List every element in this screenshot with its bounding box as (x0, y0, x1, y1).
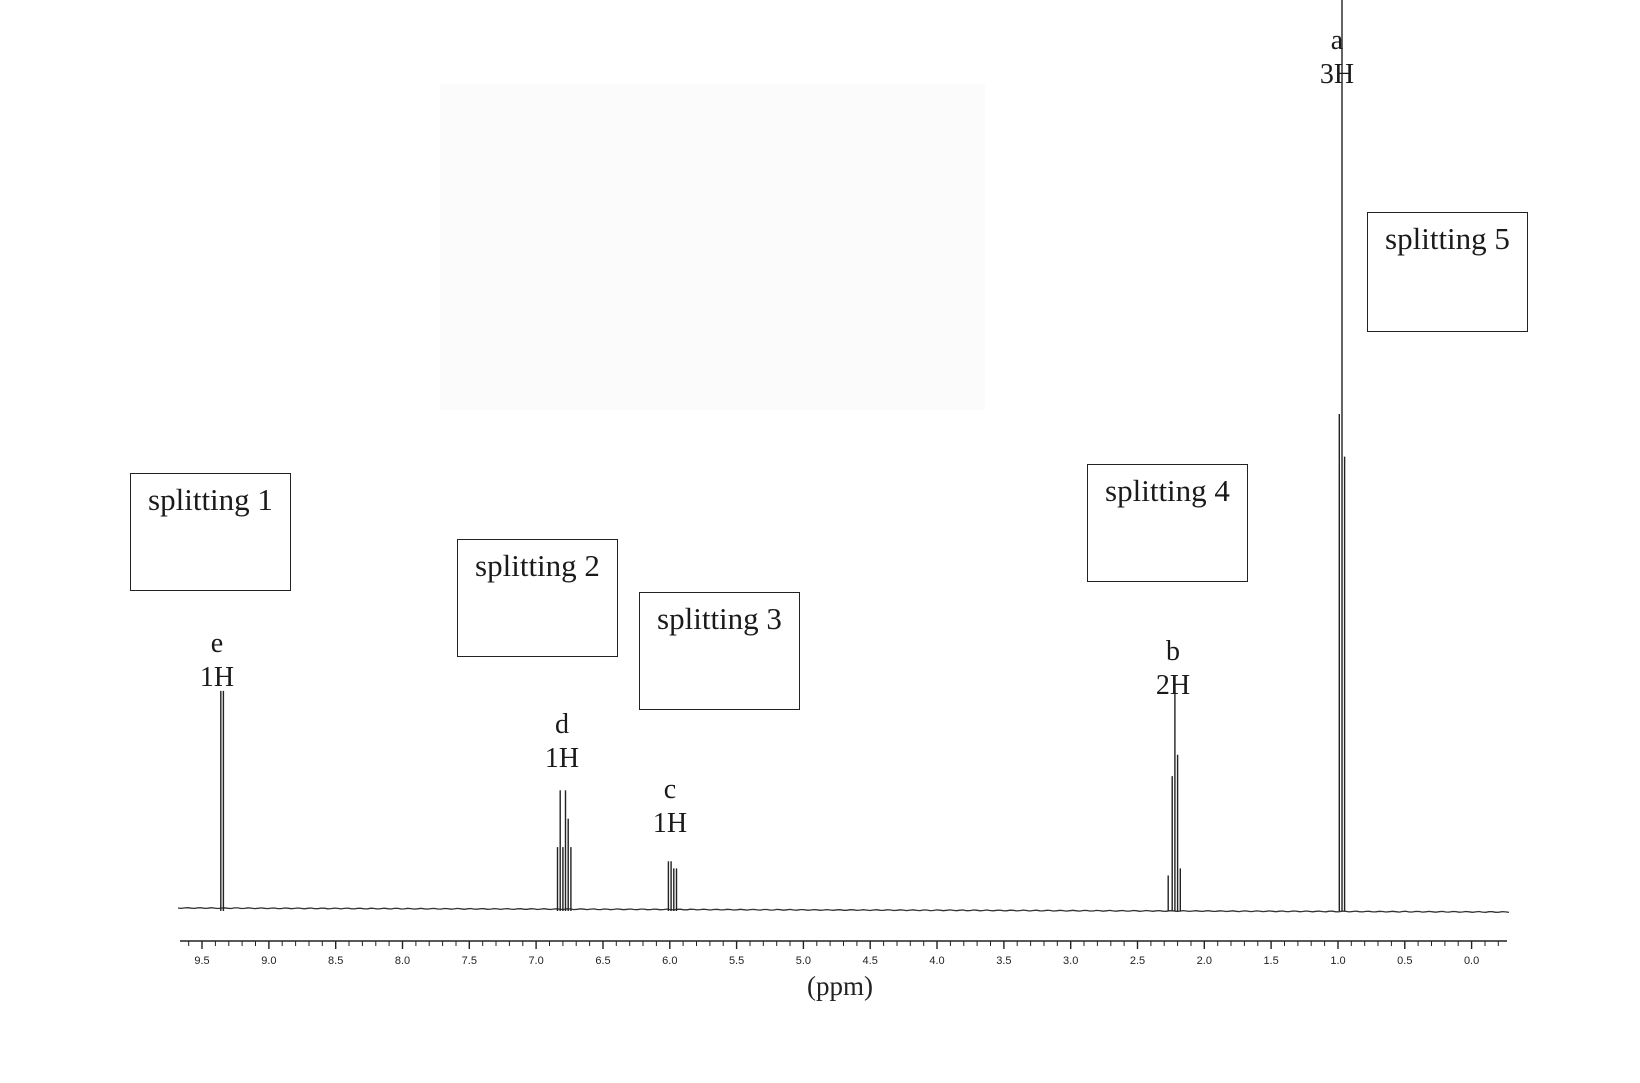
x-axis-title: (ppm) (807, 971, 873, 1001)
splitting-box-4-label: splitting 4 (1105, 473, 1230, 508)
tick-label: 4.5 (863, 955, 878, 967)
tick-label: 8.0 (395, 955, 410, 967)
splitting-box-2[interactable]: splitting 2 (457, 539, 618, 657)
tick-label: 1.0 (1330, 955, 1345, 967)
tick-label: 0.5 (1397, 955, 1412, 967)
tick-label: 2.0 (1197, 955, 1212, 967)
peak-integration-d: 1H (544, 743, 580, 774)
spectrum-baseline (177, 907, 1510, 914)
splitting-box-1-label: splitting 1 (148, 482, 273, 517)
tick-label: 5.5 (729, 955, 744, 967)
peak-integration-e: 1H (199, 662, 235, 693)
peak-letter-d: d (555, 709, 569, 740)
tick-label: 4.0 (929, 955, 944, 967)
peak-integration-a: 3H (1319, 59, 1355, 90)
tick-label: 1.5 (1263, 955, 1278, 967)
peak-label-e: e 1H (177, 627, 257, 695)
tick-label: 7.5 (462, 955, 477, 967)
splitting-box-4[interactable]: splitting 4 (1087, 464, 1248, 582)
x-axis: 9.5 9.0 8.5 8.0 7.5 7.0 6.5 6.0 5.5 5.0 4.5 4.0 3.5 3… (180, 940, 1507, 967)
spectrum-layer (177, 0, 1510, 914)
peak-integration-b: 2H (1155, 670, 1191, 701)
tick-label: 9.0 (261, 955, 276, 967)
faint-background-panel (440, 84, 985, 410)
peak-letter-a: a (1330, 25, 1344, 56)
splitting-box-3[interactable]: splitting 3 (639, 592, 800, 710)
peak-label-a: a 3H (1297, 24, 1377, 92)
peak-label-d: d 1H (522, 708, 602, 776)
tick-label: 6.0 (662, 955, 677, 967)
tick-label: 2.5 (1130, 955, 1145, 967)
splitting-box-5-label: splitting 5 (1385, 221, 1510, 256)
peak-letter-b: b (1166, 636, 1180, 667)
peak-label-c: c 1H (630, 773, 710, 841)
tick-label: 7.0 (528, 955, 543, 967)
peak-label-b: b 2H (1133, 635, 1213, 703)
tick-label: 8.5 (328, 955, 343, 967)
peak-integration-c: 1H (652, 808, 688, 839)
splitting-box-3-label: splitting 3 (657, 601, 782, 636)
splitting-box-1[interactable]: splitting 1 (130, 473, 291, 591)
splitting-box-5[interactable]: splitting 5 (1367, 212, 1528, 332)
splitting-box-2-label: splitting 2 (475, 548, 600, 583)
tick-label: 5.0 (796, 955, 811, 967)
peak-letter-e: e (210, 628, 224, 659)
tick-label: 0.0 (1464, 955, 1479, 967)
tick-label: 3.0 (1063, 955, 1078, 967)
tick-label: 9.5 (194, 955, 209, 967)
peak-letter-c: c (663, 774, 677, 805)
tick-label: 3.5 (996, 955, 1011, 967)
tick-label: 6.5 (595, 955, 610, 967)
